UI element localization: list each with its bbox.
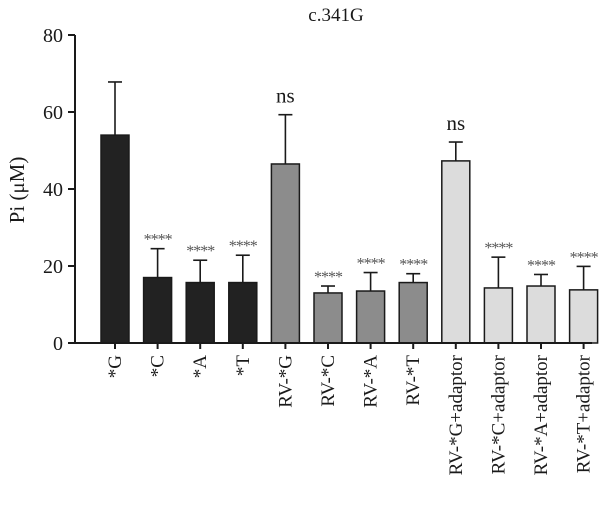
bar <box>398 281 428 344</box>
significance-label: **** <box>484 240 513 257</box>
x-tick-label: *A <box>190 355 211 379</box>
bar <box>441 160 471 344</box>
bar <box>568 289 599 344</box>
bar <box>142 276 173 344</box>
x-tick-label: RV-*A <box>361 355 382 408</box>
significance-label: **** <box>229 238 258 255</box>
x-tick-label: *G <box>105 355 126 379</box>
significance-label: **** <box>527 257 556 274</box>
x-tick-label: *C <box>148 355 169 377</box>
x-tick-label: RV-*T <box>403 355 424 406</box>
x-tick-label: RV-*C <box>318 355 339 407</box>
significance-label: ns <box>276 84 295 108</box>
x-tick-label: RV-*A+adaptor <box>531 354 552 475</box>
chart-title: c.341G <box>308 5 364 26</box>
significance-label: **** <box>144 232 173 249</box>
significance-annotations: **** **** **** ns **** **** **** ns **** **** **** <box>144 84 600 286</box>
bar <box>483 287 514 344</box>
bar <box>228 281 258 344</box>
y-tick-label: 0 <box>53 333 63 355</box>
x-tick-label: *T <box>233 355 254 377</box>
y-axis-label: Pi (μM) <box>5 157 29 224</box>
bar <box>355 290 386 344</box>
x-axis-ticks: *G *C *A *T RV-*G RV-*C RV-*A RV-*T RV-*G+adapto… <box>105 343 595 475</box>
y-axis-ticks: 0 20 40 60 80 <box>43 25 75 355</box>
significance-label: **** <box>186 243 215 260</box>
y-tick-label: 60 <box>43 102 63 124</box>
significance-label: ns <box>446 111 465 135</box>
x-tick-label: RV-*G <box>275 355 296 408</box>
significance-label: **** <box>357 256 386 273</box>
bar <box>526 285 556 344</box>
significance-label: **** <box>399 257 428 274</box>
bar <box>270 163 301 344</box>
bar <box>185 281 215 344</box>
significance-label: **** <box>314 269 343 286</box>
y-tick-label: 20 <box>43 256 63 278</box>
x-tick-label: RV-*G+adaptor <box>446 354 467 475</box>
y-tick-label: 80 <box>43 25 63 47</box>
bars-layer <box>100 134 599 344</box>
y-tick-label: 40 <box>43 179 63 201</box>
bar <box>313 292 343 344</box>
x-tick-label: RV-*T+adaptor <box>574 354 595 473</box>
bar <box>100 134 130 344</box>
significance-label: **** <box>570 249 599 266</box>
error-bars-layer <box>108 81 591 293</box>
x-tick-label: RV-*C+adaptor <box>488 354 509 474</box>
